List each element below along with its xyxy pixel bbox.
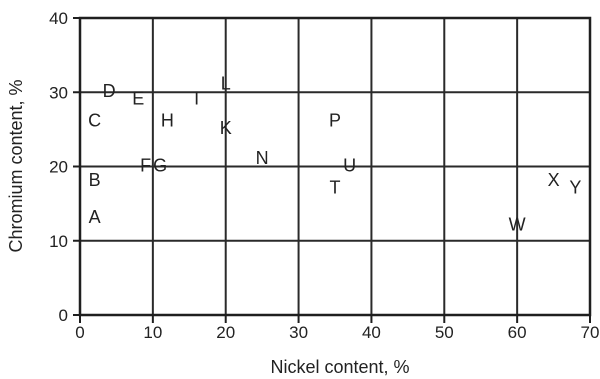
x-tick-label-2: 20 [216,323,235,342]
point-label-i: I [194,88,199,108]
point-label-e: E [132,88,144,108]
x-tick-label-5: 50 [435,323,454,342]
point-label-k: K [220,118,232,138]
point-label-f: F [140,155,151,175]
x-tick-label-4: 40 [362,323,381,342]
x-tick-label-1: 10 [143,323,162,342]
point-label-c: C [88,111,101,131]
point-label-h: H [161,111,174,131]
point-label-u: U [343,155,356,175]
y-tick-label-2: 20 [49,158,68,177]
point-label-g: G [153,155,167,175]
point-label-n: N [256,148,269,168]
point-label-y: Y [569,178,581,198]
x-tick-label-0: 0 [75,323,84,342]
point-label-d: D [103,81,116,101]
x-tick-label-7: 70 [581,323,600,342]
x-tick-label-6: 60 [508,323,527,342]
point-label-t: T [330,178,341,198]
grid-layer [80,18,590,315]
y-tick-label-4: 40 [49,9,68,28]
point-label-x: X [548,170,560,190]
y-tick-label-3: 30 [49,83,68,102]
point-label-l: L [221,74,231,94]
point-label-b: B [89,170,101,190]
x-axis-label: Nickel content, % [270,357,409,377]
y-tick-label-1: 10 [49,232,68,251]
point-label-p: P [329,111,341,131]
point-label-a: A [89,207,101,227]
point-label-w: W [509,215,526,235]
point-label-layer: AB CD E F G HI L K N P TU W X Y [88,74,581,235]
y-tick-label-0: 0 [59,306,68,325]
y-axis-label: Chromium content, % [6,79,26,252]
axis-layer: 0 10 20 30 40 50 60 70 0 10 20 30 40 [49,9,599,342]
x-tick-label-3: 30 [289,323,308,342]
